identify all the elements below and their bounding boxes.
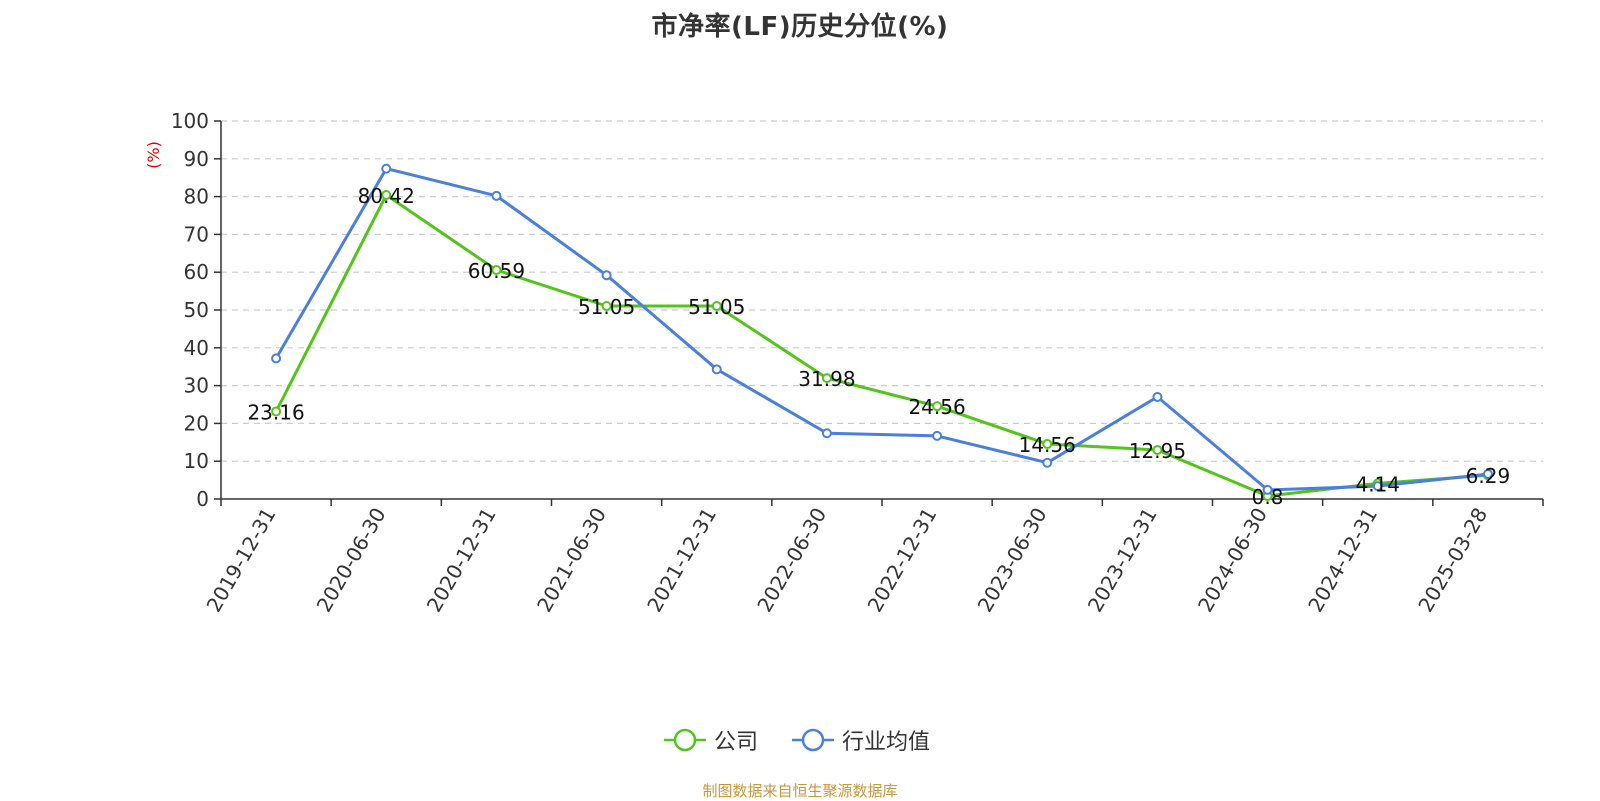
y-tick-label-50: 50 xyxy=(184,298,209,322)
y-tick-label-30: 30 xyxy=(184,374,209,398)
y-tick-label-80: 80 xyxy=(184,185,209,209)
y-tick-label-100: 100 xyxy=(171,109,209,133)
data-point-series-0 xyxy=(821,373,832,384)
x-tick-label-2022-06-30: 2022-06-30 xyxy=(752,504,831,617)
x-tick-label-2024-12-31: 2024-12-31 xyxy=(1303,504,1382,617)
data-point-series-1 xyxy=(601,270,612,281)
data-point-series-0 xyxy=(932,401,943,412)
legend-item-company[interactable]: 公司 xyxy=(664,722,758,758)
data-point-series-1 xyxy=(271,353,282,364)
data-label: 60.59 xyxy=(468,259,525,283)
data-label: 0.8 xyxy=(1252,485,1284,509)
data-label: 23.16 xyxy=(247,400,304,424)
data-label: 4.14 xyxy=(1355,472,1400,496)
data-point-series-0 xyxy=(1152,445,1163,456)
x-tick-label-2025-03-28: 2025-03-28 xyxy=(1413,504,1492,617)
x-tick-label-2023-12-31: 2023-12-31 xyxy=(1083,504,1162,617)
source-note: 制图数据来自恒生聚源数据库 xyxy=(702,782,898,800)
data-point-series-1 xyxy=(1372,481,1383,492)
data-point-series-1 xyxy=(932,430,943,441)
legend-industry-average-label: 行业均值 xyxy=(842,730,931,755)
data-labels: 23.16 80.42 60.59 51.05 51.05 31.98 24.56 14.56… xyxy=(247,184,1510,509)
x-tick-label-2021-06-30: 2021-06-30 xyxy=(532,504,611,617)
x-tick-label-2021-12-31: 2021-12-31 xyxy=(642,504,721,617)
y-tick-label-0: 0 xyxy=(196,487,209,511)
y-tick-label-70: 70 xyxy=(184,222,209,246)
legend-company-label: 公司 xyxy=(714,730,759,755)
y-axis-title: (%) xyxy=(144,141,163,169)
data-point-series-1 xyxy=(1042,457,1053,468)
data-point-series-1 xyxy=(1482,469,1493,480)
data-point-series-1 xyxy=(1152,391,1163,402)
chart-title: 市净率(LF)历史分位(%) xyxy=(651,12,949,42)
legend-company-icon xyxy=(664,728,706,752)
data-point-series-1 xyxy=(711,364,722,375)
x-tick-label-2022-12-31: 2022-12-31 xyxy=(863,503,942,616)
data-label: 51.05 xyxy=(688,295,745,319)
data-point-series-1 xyxy=(821,428,832,439)
y-tick-label-40: 40 xyxy=(184,336,209,360)
y-tick-label-20: 20 xyxy=(184,411,209,435)
x-tick-label-2020-12-31: 2020-12-31 xyxy=(422,503,501,616)
legend-item-industry-average[interactable]: 行业均值 xyxy=(792,722,930,758)
data-point-series-1 xyxy=(1262,484,1273,495)
data-point-series-0 xyxy=(491,264,502,275)
data-label: 24.56 xyxy=(908,395,965,419)
data-point-series-0 xyxy=(1042,438,1053,449)
data-point-series-1 xyxy=(491,190,502,201)
data-point-series-0 xyxy=(711,301,722,312)
series-line-1 xyxy=(274,167,1489,492)
data-label: 14.56 xyxy=(1019,433,1076,457)
series-line-0 xyxy=(274,193,1489,498)
data-label: 51.05 xyxy=(578,295,635,319)
y-tick-label-60: 60 xyxy=(184,260,209,284)
grid-lines xyxy=(221,120,1543,462)
x-tick-label-2024-06-30: 2024-06-30 xyxy=(1193,504,1272,617)
series-lines xyxy=(271,163,1493,501)
data-point-series-0 xyxy=(381,190,392,201)
x-tick-label-2020-06-30: 2020-06-30 xyxy=(312,504,391,617)
data-label: 6.29 xyxy=(1466,464,1511,488)
legend-industry-average-icon xyxy=(792,728,834,752)
x-tick-label-2019-12-31: 2019-12-31 xyxy=(202,504,281,617)
y-tick-label-10: 10 xyxy=(184,449,209,473)
data-point-series-0 xyxy=(271,406,282,417)
data-label: 80.42 xyxy=(358,184,415,208)
data-label: 12.95 xyxy=(1129,439,1186,463)
y-tick-label-90: 90 xyxy=(184,147,209,171)
data-point-series-0 xyxy=(601,301,612,312)
data-point-series-1 xyxy=(381,163,392,174)
x-tick-label-2023-06-30: 2023-06-30 xyxy=(973,504,1052,617)
data-label: 31.98 xyxy=(798,367,855,391)
